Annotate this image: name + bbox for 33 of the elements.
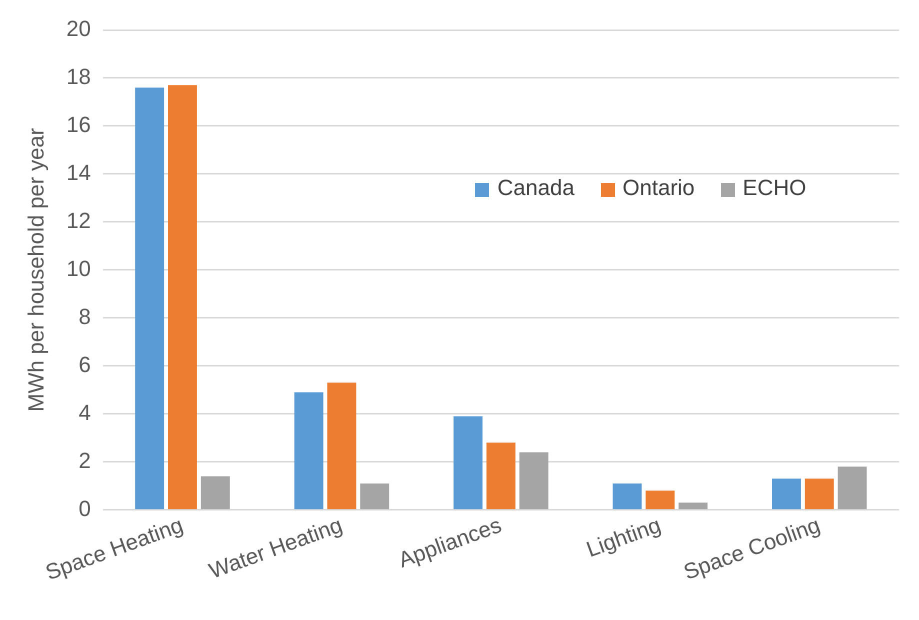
bar [327, 382, 356, 510]
bar [772, 478, 801, 510]
y-tick-label: 4 [78, 400, 91, 425]
bar [804, 478, 834, 510]
y-tick-label: 8 [78, 304, 91, 329]
y-tick-label: 2 [78, 448, 91, 473]
x-tick-label: Water Heating [206, 512, 346, 584]
bar [360, 483, 390, 510]
legend-label: Canada [496, 175, 574, 202]
x-tick-label: Lighting [583, 512, 664, 562]
y-tick-label: 0 [78, 496, 91, 521]
y-tick-label: 6 [78, 352, 91, 377]
bar [200, 476, 230, 510]
bar [838, 466, 867, 510]
x-tick-label: Space Cooling [680, 512, 824, 585]
legend-label: ECHO [742, 175, 806, 202]
y-tick-label: 12 [66, 208, 91, 233]
bar [135, 88, 164, 510]
legend-label: Ontario [622, 175, 695, 202]
bar [168, 85, 197, 510]
bar [294, 392, 324, 510]
bar [454, 416, 483, 510]
bar [486, 442, 516, 510]
bar [678, 502, 708, 510]
y-axis-title: MWh per household per year [23, 128, 48, 412]
y-tick-label: 14 [66, 160, 91, 186]
y-tick-label: 18 [66, 64, 91, 90]
y-tick-label: 20 [66, 16, 91, 42]
y-tick-label: 10 [66, 256, 91, 281]
bar [612, 483, 642, 510]
bar [519, 452, 548, 510]
y-tick-label: 16 [66, 112, 91, 138]
bar [646, 490, 675, 510]
